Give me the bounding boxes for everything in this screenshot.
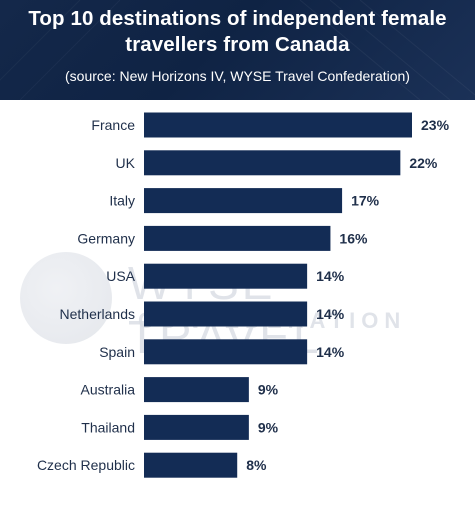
bar xyxy=(144,339,308,365)
category-label: USA xyxy=(106,268,135,284)
value-label: 9% xyxy=(258,419,279,435)
bar xyxy=(144,452,238,478)
header-decoration xyxy=(0,0,475,100)
value-label: 8% xyxy=(246,457,267,473)
chart-title-line-1: Top 10 destinations of independent femal… xyxy=(28,7,447,30)
bar xyxy=(144,225,331,251)
category-label: Spain xyxy=(99,344,135,360)
bar-chart: France 23% UK 22% Italy 17% Germany 16% USA 14% Ne… xyxy=(37,112,450,478)
bar xyxy=(144,150,401,176)
chart-header: Top 10 destinations of independent femal… xyxy=(0,0,475,100)
bar xyxy=(144,301,308,327)
chart-subtitle: (source: New Horizons IV, WYSE Travel Co… xyxy=(65,68,410,84)
chart-title: Top 10 destinations of independent femal… xyxy=(0,6,475,58)
category-label: Czech Republic xyxy=(37,457,135,473)
value-label: 14% xyxy=(316,306,345,322)
bar xyxy=(144,377,249,403)
value-label: 14% xyxy=(316,268,345,284)
value-label: 14% xyxy=(316,344,345,360)
value-label: 16% xyxy=(339,230,368,246)
chart-title-line-2: travellers from Canada xyxy=(125,33,350,56)
category-label: Italy xyxy=(109,193,135,209)
value-label: 9% xyxy=(258,382,279,398)
value-label: 22% xyxy=(409,155,438,171)
value-label: 17% xyxy=(351,193,380,209)
bar xyxy=(144,263,308,289)
category-label: Netherlands xyxy=(60,306,136,322)
bar xyxy=(144,188,343,214)
category-label: Australia xyxy=(81,382,136,398)
bar xyxy=(144,112,412,138)
bar xyxy=(144,414,249,440)
category-label: Thailand xyxy=(81,419,135,435)
category-label: France xyxy=(91,117,135,133)
value-label: 23% xyxy=(421,117,450,133)
category-label: UK xyxy=(116,155,136,171)
category-label: Germany xyxy=(77,230,135,246)
